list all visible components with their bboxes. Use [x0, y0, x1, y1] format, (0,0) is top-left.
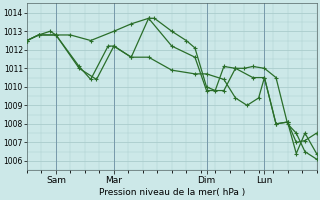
X-axis label: Pression niveau de la mer( hPa ): Pression niveau de la mer( hPa )	[99, 188, 245, 197]
